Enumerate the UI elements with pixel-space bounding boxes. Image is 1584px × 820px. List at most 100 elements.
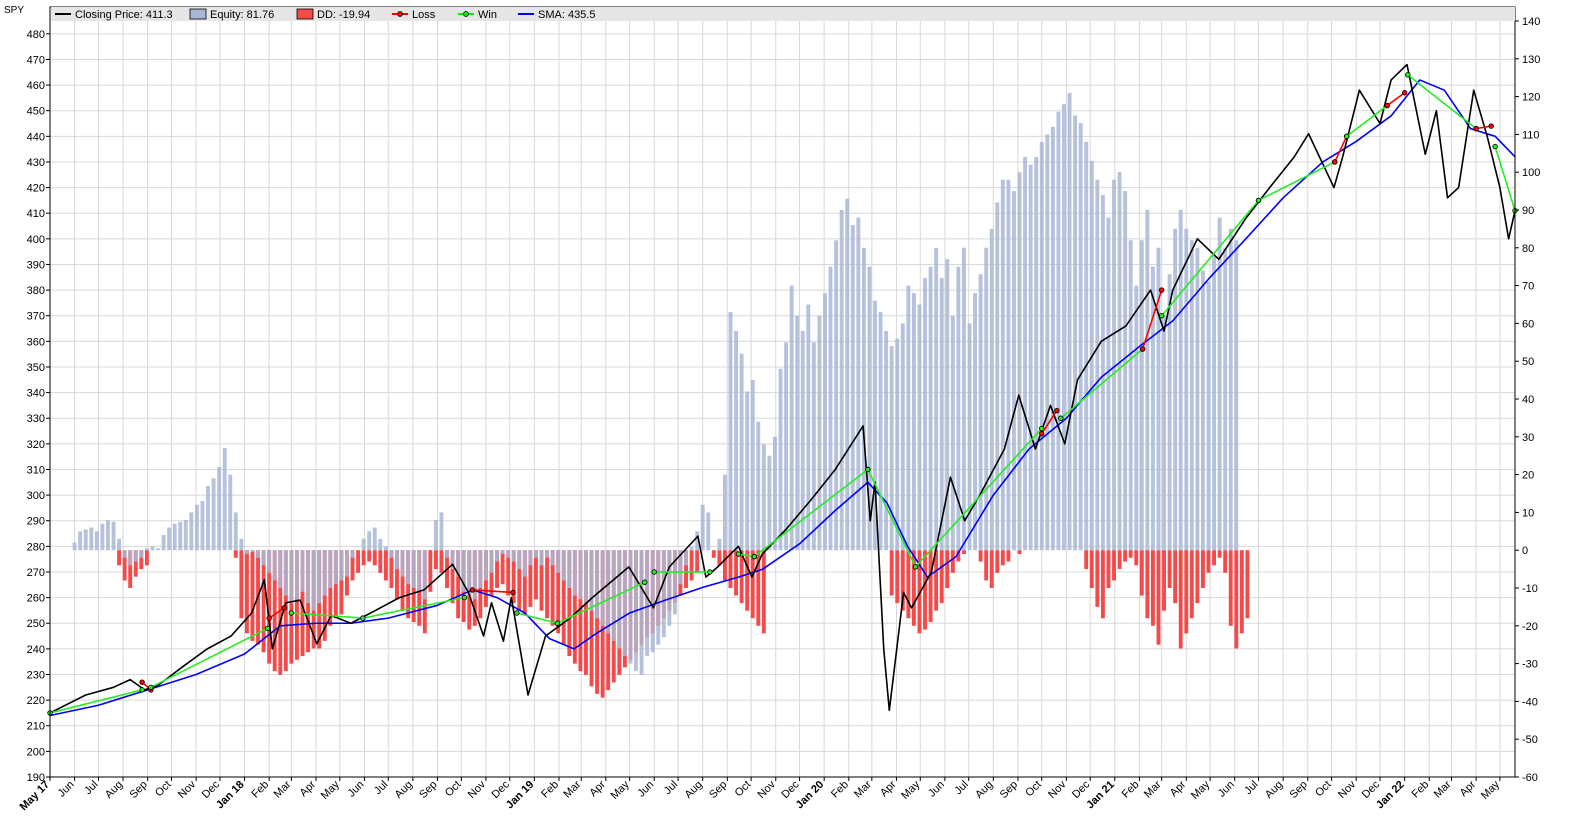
legend-swatch-equity <box>189 8 207 20</box>
equity-bar <box>517 550 522 570</box>
right-tick-label: 20 <box>1522 470 1534 482</box>
equity-bar <box>472 550 477 600</box>
drawdown-bar <box>1228 550 1233 626</box>
right-tick-label: -30 <box>1522 659 1538 671</box>
drawdown-bar <box>528 550 533 607</box>
equity-bar <box>456 550 461 577</box>
equity-bar <box>539 550 544 566</box>
equity-bar <box>239 538 244 551</box>
equity-bar <box>739 353 744 551</box>
equity-bar <box>1100 194 1105 551</box>
equity-bar <box>167 527 172 551</box>
drawdown-bar <box>684 550 688 588</box>
left-tick-label: 220 <box>27 695 45 707</box>
win-trade-line <box>1407 74 1477 130</box>
equity-bar <box>1062 104 1066 551</box>
equity-bar <box>433 519 438 551</box>
trade-markers-layer <box>47 72 1518 716</box>
equity-bar <box>1050 126 1055 551</box>
equity-bar <box>345 550 349 577</box>
win-trade-line <box>49 689 143 714</box>
drawdown-bar <box>117 550 122 566</box>
equity-bar <box>1117 172 1122 551</box>
drawdown-bar <box>889 550 894 596</box>
drawdown-bar <box>900 550 905 611</box>
equity-bar <box>961 247 966 551</box>
drawdown-bar <box>956 550 961 562</box>
equity-bar <box>461 550 466 592</box>
win-trade-marker <box>1492 143 1498 150</box>
equity-bar <box>495 550 499 562</box>
equity-bar <box>417 550 422 592</box>
equity-bar <box>556 550 561 573</box>
left-tick-label: 440 <box>27 131 45 143</box>
right-tick-label: 10 <box>1522 507 1534 519</box>
equity-bar <box>1234 240 1239 551</box>
left-tick-label: 310 <box>27 464 45 476</box>
equity-bar <box>861 247 866 551</box>
equity-bar <box>695 531 700 551</box>
equity-bar <box>645 550 650 657</box>
left-price-axis: 190 200 210 220 230 240 250 260 270 280 290 300 310 3… <box>27 29 50 784</box>
equity-bar <box>839 210 844 551</box>
left-tick-label: 410 <box>27 208 45 220</box>
legend-label-sma: SMA: 435.5 <box>538 9 595 21</box>
left-tick-label: 300 <box>27 490 45 502</box>
left-tick-label: 370 <box>27 311 45 323</box>
equity-bar <box>1167 274 1172 551</box>
equity-bar <box>1067 92 1072 551</box>
equity-bar <box>945 259 950 551</box>
equity-bar <box>700 504 705 551</box>
drawdown-bar <box>522 550 527 615</box>
left-tick-label: 470 <box>27 54 45 66</box>
drawdown-bar <box>272 550 277 672</box>
loss-trade-line <box>1141 289 1163 350</box>
equity-bar <box>1184 228 1189 551</box>
drawdown-bar <box>1123 550 1128 562</box>
drawdown-bar <box>428 550 433 592</box>
equity-bar <box>823 293 827 551</box>
equity-bar <box>206 485 210 551</box>
equity-bar <box>350 550 355 558</box>
equity-bar <box>1189 240 1194 551</box>
loss-trade-marker <box>1488 123 1494 129</box>
equity-bar <box>1012 191 1016 551</box>
equity-bar <box>117 538 122 551</box>
equity-bar <box>1073 115 1078 551</box>
loss-trade-marker <box>1384 102 1390 109</box>
equity-bar <box>578 550 583 600</box>
left-tick-label: 430 <box>27 157 45 169</box>
equity-bar <box>795 315 800 551</box>
win-trade-marker <box>865 466 871 473</box>
equity-bar <box>606 550 611 634</box>
drawdown-bar <box>761 550 766 634</box>
drawdown-bar <box>567 550 572 657</box>
equity-bar <box>917 304 922 551</box>
drawdown-bar <box>1089 550 1094 588</box>
left-tick-label: 420 <box>27 183 45 195</box>
equity-bar <box>906 285 911 551</box>
equity-bar <box>1017 172 1022 551</box>
equity-bar <box>595 550 600 619</box>
drawdown-bar <box>267 550 272 664</box>
equity-bar <box>178 521 183 551</box>
right-tick-label: -50 <box>1522 734 1538 746</box>
win-trade-line <box>557 581 646 624</box>
equity-bar <box>89 527 94 551</box>
drawdown-bar <box>495 550 499 588</box>
equity-bar <box>528 550 533 566</box>
win-trade-line <box>1494 146 1516 211</box>
equity-bar <box>984 247 989 551</box>
drawdown-bar <box>561 550 566 645</box>
drawdown-bar <box>995 550 1000 573</box>
right-tick-label: -20 <box>1522 621 1538 633</box>
equity-bar <box>706 512 711 551</box>
equity-bar <box>628 550 633 664</box>
win-trade-marker <box>360 615 366 621</box>
loss-trade-line <box>472 589 513 594</box>
drawdown-bar <box>728 550 733 588</box>
legend-marker-win <box>463 11 469 17</box>
win-trade-line <box>362 596 465 619</box>
closing-price-line <box>49 63 1516 714</box>
